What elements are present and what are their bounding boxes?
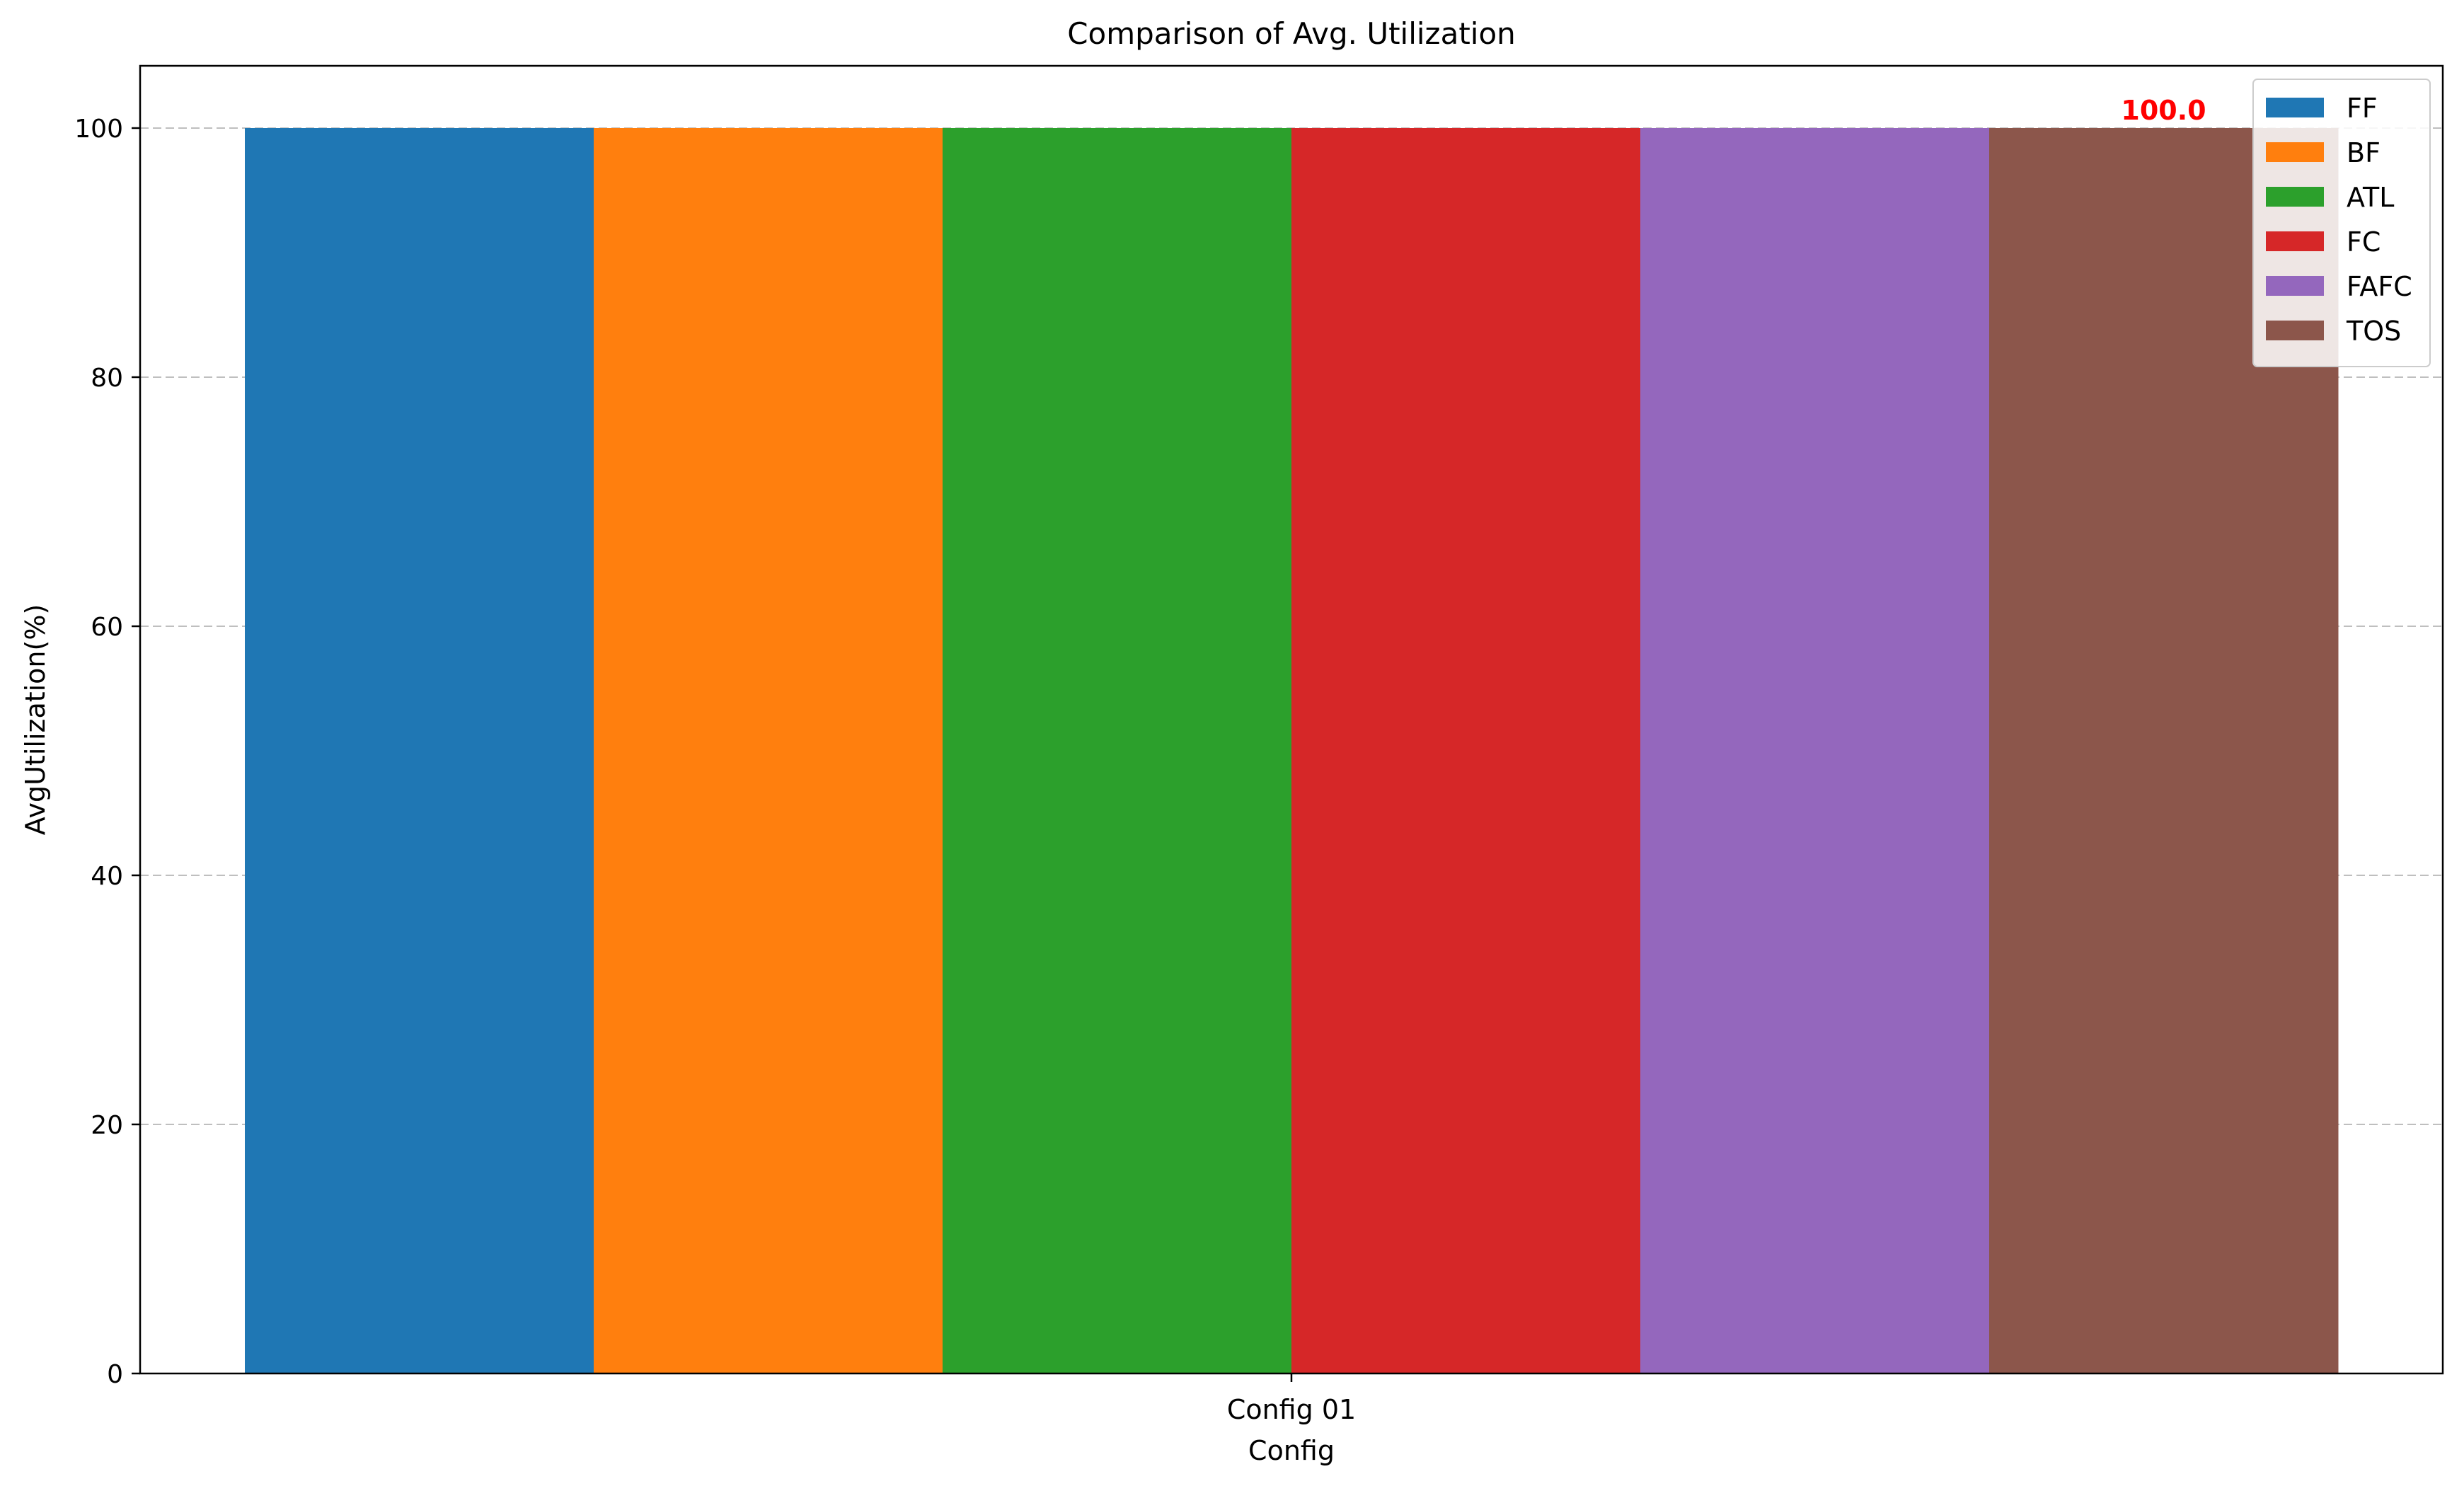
- data-annotations: 100.0: [2121, 95, 2206, 126]
- y-axis: 0 20 40 60 80 100: [74, 115, 140, 1389]
- bar-fc: [1291, 128, 1641, 1373]
- legend-label-tos: TOS: [2346, 316, 2401, 347]
- legend-label-ff: FF: [2347, 93, 2378, 124]
- bar-bf: [594, 128, 943, 1373]
- y-tick-label: 0: [107, 1360, 123, 1389]
- x-axis-label: Config: [1248, 1435, 1335, 1466]
- bar-fafc: [1640, 128, 1990, 1373]
- y-tick-label: 60: [91, 613, 123, 642]
- y-tick-label: 80: [91, 364, 123, 393]
- legend-swatch-fc: [2266, 231, 2324, 251]
- chart-title: Comparison of Avg. Utilization: [1067, 16, 1516, 51]
- bars: [245, 128, 2339, 1373]
- legend-swatch-bf: [2266, 142, 2324, 162]
- legend-label-atl: ATL: [2347, 182, 2394, 213]
- legend-label-bf: BF: [2347, 137, 2380, 168]
- legend: FF BF ATL FC FAFC TOS: [2252, 79, 2431, 367]
- legend-label-fafc: FAFC: [2347, 271, 2412, 302]
- bar-atl: [943, 128, 1292, 1373]
- legend-swatch-tos: [2266, 321, 2324, 340]
- x-tick-label: Config 01: [1227, 1394, 1356, 1425]
- y-tick-label: 20: [91, 1111, 123, 1140]
- x-axis: Config 01: [1227, 1373, 1356, 1425]
- legend-swatch-atl: [2266, 187, 2324, 207]
- legend-label-fc: FC: [2347, 226, 2380, 258]
- y-axis-label: AvgUtilization(%): [20, 604, 51, 836]
- bar-ff: [245, 128, 594, 1373]
- y-tick-label: 100: [74, 115, 123, 144]
- legend-swatch-fafc: [2266, 276, 2324, 296]
- y-tick-label: 40: [91, 862, 123, 891]
- legend-swatch-ff: [2266, 98, 2324, 117]
- data-label: 100.0: [2121, 95, 2206, 126]
